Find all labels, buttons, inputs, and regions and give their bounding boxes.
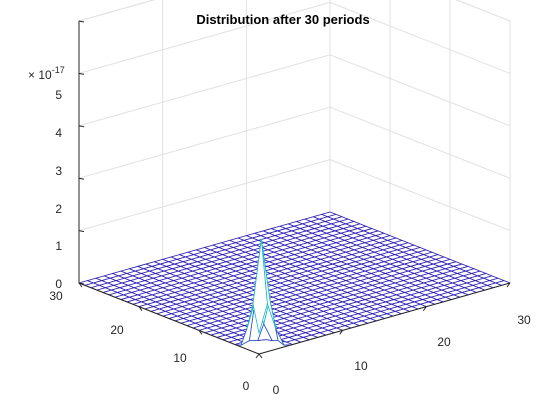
z-tick-mark-2 [78, 177, 85, 180]
y-tick-label-3: 30 [49, 289, 63, 303]
y-tick-mark-1 [198, 330, 203, 335]
z-exponent-prefix: × 10 [28, 68, 52, 82]
z-tick-mark-0 [78, 282, 85, 285]
z-tick-mark-1 [78, 230, 85, 233]
z-tick-label-2: 2 [55, 202, 62, 216]
x-tick-label-2: 20 [437, 335, 451, 349]
z-gridline-right-wall-2 [329, 106, 511, 179]
chart-title: Distribution after 30 periods [196, 12, 369, 27]
z-tick-label-5: 5 [55, 88, 62, 102]
z-gridline-left-wall-5 [78, 0, 156, 22]
y-tick-mark-0 [258, 353, 263, 359]
y-tick-label-0: 0 [243, 379, 250, 393]
z-tick-mark-4 [78, 72, 85, 75]
x-tick-label-3: 30 [517, 313, 531, 327]
y-tick-label-1: 10 [173, 351, 187, 365]
z-tick-label-1: 1 [55, 239, 62, 253]
z-gridline-left-wall-4 [78, 1, 331, 74]
surface-mesh [78, 20, 511, 359]
x-tick-label-1: 10 [354, 359, 368, 373]
x-tick-label-0: 0 [273, 383, 280, 397]
z-gridline-right-wall-3 [329, 54, 511, 127]
y-tick-label-2: 20 [110, 323, 124, 337]
x-tick-mark-2 [422, 306, 427, 311]
z-exponent-power: -17 [52, 65, 65, 75]
z-tick-label-4: 4 [55, 126, 62, 140]
x-tick-mark-1 [339, 330, 344, 335]
z-tick-label-0: 0 [55, 277, 62, 291]
x-axis-line [258, 282, 511, 355]
z-tick-mark-5 [78, 20, 85, 23]
z-gridline-left-wall-2 [78, 106, 331, 179]
z-gridline-right-wall-5 [455, 0, 511, 22]
z-gridline-left-wall-3 [78, 54, 331, 127]
z-gridline-right-wall-1 [329, 159, 511, 232]
z-exponent-label: × 10-17 [28, 65, 65, 82]
y-tick-mark-2 [138, 306, 143, 311]
z-tick-label-3: 3 [55, 164, 62, 178]
z-gridline-right-wall-4 [329, 1, 511, 74]
y-tick-mark-3 [78, 282, 83, 288]
y-axis-line [78, 282, 260, 355]
x-tick-mark-0 [255, 353, 260, 359]
tick-labels: 0 1 2 3 4 5 0 10 20 30 0 10 20 30 [49, 88, 531, 397]
z-gridline-left-wall-1 [78, 159, 331, 232]
z-tick-mark-3 [78, 125, 85, 128]
x-tick-mark-3 [506, 282, 511, 288]
surface-cell-0-0 [252, 238, 268, 334]
